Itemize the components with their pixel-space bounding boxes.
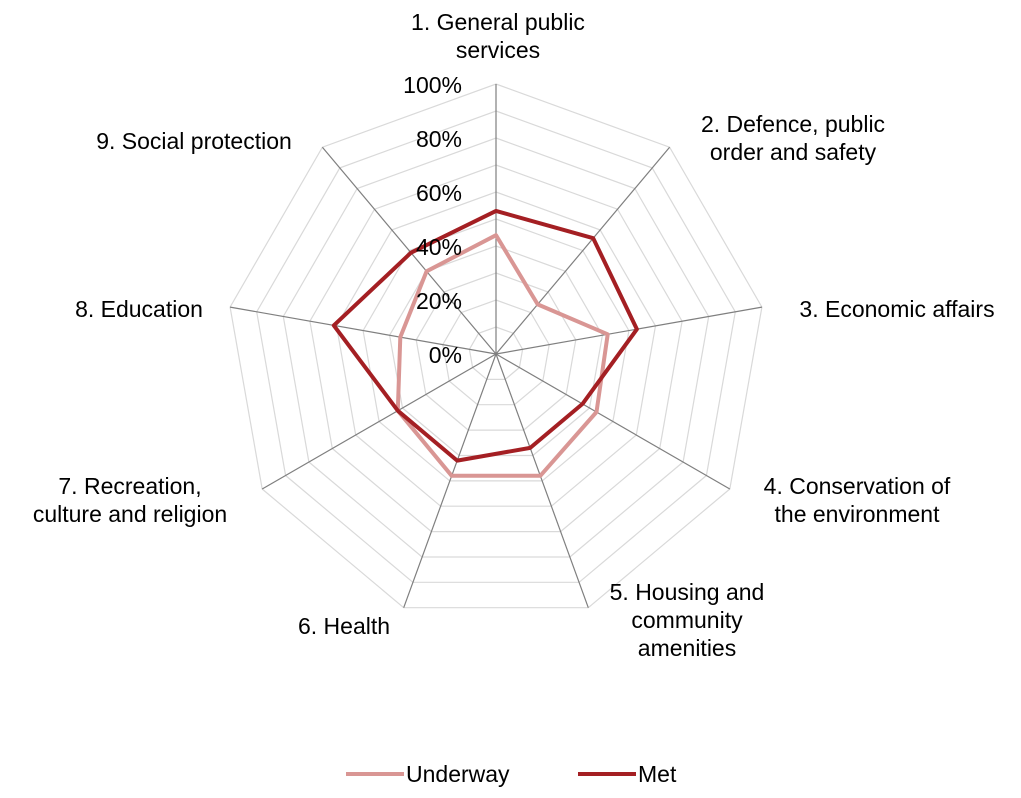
category-label-5: 5. Housing and community amenities bbox=[610, 579, 765, 661]
legend: Underway Met bbox=[346, 761, 677, 787]
category-label-9: 9. Social protection bbox=[96, 128, 292, 154]
category-label-8: 8. Education bbox=[75, 296, 203, 322]
tick-label: 100% bbox=[403, 72, 462, 98]
category-label-7: 7. Recreation, culture and religion bbox=[33, 473, 227, 527]
tick-label: 0% bbox=[429, 342, 462, 368]
category-label-6: 6. Health bbox=[298, 613, 390, 639]
tick-label: 60% bbox=[416, 180, 462, 206]
tick-label: 20% bbox=[416, 288, 462, 314]
radar-series bbox=[334, 211, 637, 476]
category-label-2: 2. Defence, public order and safety bbox=[701, 111, 885, 165]
spoke bbox=[496, 354, 730, 489]
legend-label-underway: Underway bbox=[406, 761, 510, 787]
tick-label: 80% bbox=[416, 126, 462, 152]
legend-label-met: Met bbox=[638, 761, 677, 787]
radial-axis-ticks: 0% 20% 40% 60% 80% 100% bbox=[403, 72, 462, 368]
category-label-1: 1. General public services bbox=[411, 9, 585, 63]
category-label-4: 4. Conservation of the environment bbox=[764, 473, 951, 527]
tick-label: 40% bbox=[416, 234, 462, 260]
spoke bbox=[262, 354, 496, 489]
series-line-met bbox=[334, 211, 637, 461]
category-label-3: 3. Economic affairs bbox=[799, 296, 994, 322]
